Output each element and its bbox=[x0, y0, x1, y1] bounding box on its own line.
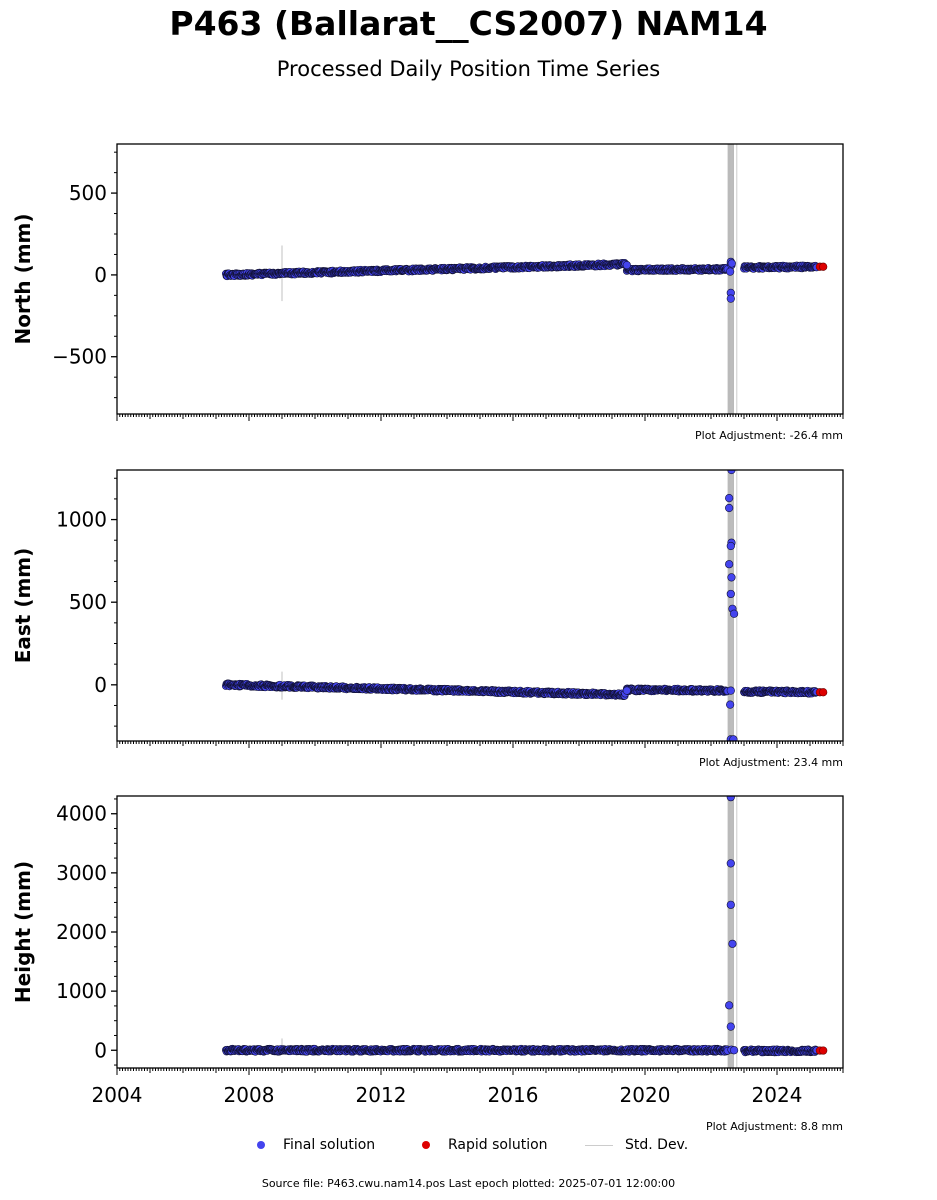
final-solution-point bbox=[726, 1022, 735, 1031]
y-axis-label: East (mm) bbox=[11, 548, 35, 664]
final-solution-marker bbox=[257, 1141, 265, 1149]
final-solution-point bbox=[726, 700, 735, 709]
final-solution-point bbox=[729, 1046, 739, 1055]
x-tick-label: 2016 bbox=[488, 1083, 539, 1107]
legend-std-label: Std. Dev. bbox=[625, 1137, 689, 1153]
final-solution-point bbox=[622, 260, 631, 270]
y-tick-label: 1000 bbox=[56, 979, 107, 1003]
final-solution-point bbox=[728, 939, 737, 948]
legend-rapid: Rapid solution bbox=[422, 1137, 548, 1153]
legend-final-label: Final solution bbox=[283, 1137, 376, 1153]
plot-adjustment-label: Plot Adjustment: 8.8 mm bbox=[706, 1120, 843, 1133]
y-tick-label: 0 bbox=[94, 673, 107, 697]
y-tick-label: 1000 bbox=[56, 508, 107, 532]
chart-title: P463 (Ballarat__CS2007) NAM14 bbox=[169, 4, 768, 43]
x-tick-label: 2008 bbox=[224, 1083, 275, 1107]
final-solution-point bbox=[725, 560, 734, 569]
final-solution-point bbox=[725, 1001, 734, 1010]
final-solution-point bbox=[729, 609, 739, 618]
panel-3-plot-area bbox=[221, 796, 828, 1068]
final-solution-point bbox=[726, 589, 735, 599]
rapid-solution-point bbox=[819, 1046, 828, 1055]
plot-adjustment-label: Plot Adjustment: 23.4 mm bbox=[699, 756, 843, 769]
y-tick-label: 4000 bbox=[56, 802, 107, 826]
final-solution-point bbox=[726, 686, 735, 695]
y-tick-label: 500 bbox=[69, 590, 107, 614]
x-tick-label: 2024 bbox=[752, 1083, 803, 1107]
rapid-solution-point bbox=[819, 262, 828, 271]
legend: Final solution Rapid solution Std. Dev. bbox=[0, 1137, 937, 1157]
x-tick-label: 2020 bbox=[620, 1083, 671, 1107]
final-solution-point bbox=[622, 686, 631, 695]
y-axis-label: North (mm) bbox=[11, 213, 35, 344]
y-tick-label: 3000 bbox=[56, 861, 107, 885]
final-solution-point bbox=[727, 573, 736, 582]
final-solution-point bbox=[727, 259, 736, 268]
y-tick-label: 0 bbox=[94, 1038, 107, 1062]
y-tick-label: 500 bbox=[69, 181, 107, 205]
legend-std: Std. Dev. bbox=[585, 1137, 688, 1153]
plot-adjustment-label: Plot Adjustment: -26.4 mm bbox=[695, 429, 843, 442]
final-solution-point bbox=[729, 735, 738, 741]
y-tick-label: −500 bbox=[52, 345, 107, 369]
chart-subtitle: Processed Daily Position Time Series bbox=[276, 57, 661, 81]
panel-2-plot-area bbox=[221, 470, 828, 741]
std-dev-marker bbox=[585, 1144, 613, 1146]
final-solution-point bbox=[725, 493, 734, 503]
final-solution-point bbox=[726, 267, 735, 276]
rapid-solution-point bbox=[819, 688, 828, 697]
final-solution-point bbox=[725, 503, 734, 513]
x-tick-label: 2004 bbox=[92, 1083, 143, 1107]
y-axis-label: Height (mm) bbox=[11, 861, 35, 1003]
x-tick-label: 2012 bbox=[356, 1083, 407, 1107]
legend-rapid-label: Rapid solution bbox=[448, 1137, 548, 1153]
final-solution-point bbox=[726, 796, 735, 802]
y-tick-label: 2000 bbox=[56, 920, 107, 944]
final-solution-point bbox=[726, 900, 735, 909]
source-note: Source file: P463.cwu.nam14.pos Last epo… bbox=[261, 1177, 676, 1190]
y-tick-label: 0 bbox=[94, 263, 107, 287]
rapid-solution-marker bbox=[422, 1141, 430, 1149]
legend-final: Final solution bbox=[257, 1137, 375, 1153]
final-solution-point bbox=[726, 294, 735, 303]
final-solution-point bbox=[726, 541, 735, 551]
final-solution-point bbox=[726, 859, 735, 868]
panel-1-plot-area bbox=[221, 144, 828, 414]
